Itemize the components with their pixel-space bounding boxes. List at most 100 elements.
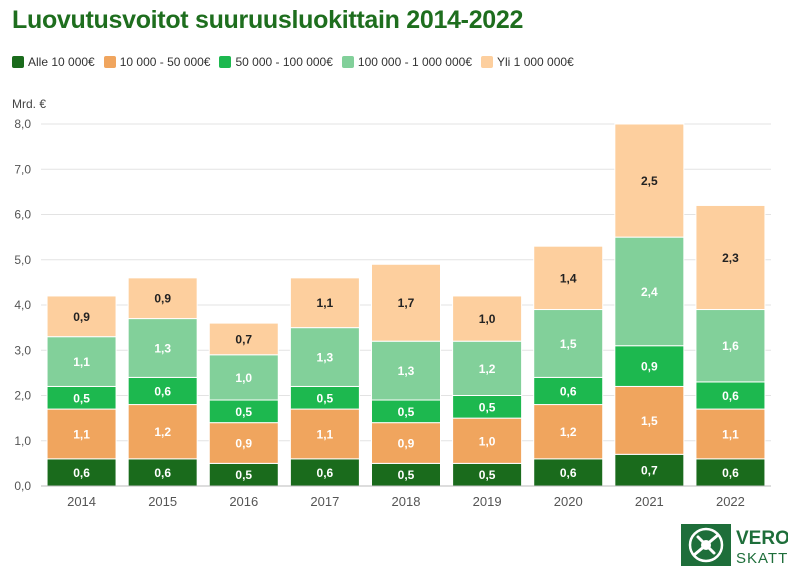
bar-segment: [289, 408, 360, 460]
data-label: 0,5: [479, 468, 496, 482]
bar-segment: [452, 340, 523, 397]
bar-segment: [371, 263, 441, 342]
data-label: 1,5: [641, 414, 658, 428]
bar-segment: [208, 422, 279, 464]
bar-segment: [289, 458, 360, 487]
data-label: 0,5: [317, 391, 334, 405]
data-label: 1,1: [73, 355, 90, 369]
data-label: 2,4: [641, 285, 658, 299]
data-label: 0,7: [641, 464, 658, 478]
data-label: 0,9: [154, 292, 171, 306]
bar-segment: [46, 295, 117, 338]
data-label: 1,2: [560, 425, 577, 439]
bar-segment: [533, 404, 604, 460]
bar-segment: [452, 295, 523, 342]
data-label: 0,5: [479, 400, 496, 414]
x-tick-label: 2014: [67, 494, 96, 509]
legend-swatch: [103, 56, 116, 68]
data-label: 1,3: [154, 341, 171, 355]
bar-segment: [533, 245, 604, 311]
data-label: 2,5: [641, 174, 658, 188]
data-label: 1,2: [154, 425, 171, 439]
legend-item: Alle 10 000€: [12, 55, 95, 69]
bar-segment: [695, 204, 766, 311]
data-label: 1,4: [560, 271, 577, 285]
y-tick-label: 5,0: [14, 253, 31, 267]
data-label: 0,7: [235, 332, 252, 346]
data-label: 1,1: [722, 427, 739, 441]
legend-label: Yli 1 000 000€: [497, 55, 574, 69]
legend-swatch: [481, 56, 494, 68]
data-label: 0,5: [398, 405, 415, 419]
data-label: 1,1: [73, 427, 90, 441]
y-tick-label: 6,0: [14, 208, 31, 222]
data-label: 1,3: [398, 364, 415, 378]
chart-title: Luovutusvoitot suuruusluokittain 2014-20…: [12, 6, 524, 34]
y-tick-label: 8,0: [14, 117, 31, 131]
legend-label: 50 000 - 100 000€: [235, 55, 333, 69]
legend-item: 100 000 - 1 000 000€: [341, 55, 473, 69]
bar-segment: [371, 340, 441, 401]
bar-segment: [127, 318, 198, 378]
legend-swatch: [219, 56, 232, 68]
vero-skatt-logo: VERO SKATT: [680, 523, 790, 567]
bar-segment: [695, 408, 766, 460]
y-tick-label: 7,0: [14, 162, 31, 176]
bar-segment: [127, 277, 198, 320]
data-label: 0,6: [560, 466, 577, 480]
y-tick-label: 0,0: [14, 479, 31, 493]
y-tick-label: 2,0: [14, 389, 31, 403]
bar-segment: [46, 408, 117, 460]
data-label: 1,1: [317, 296, 334, 310]
data-label: 0,9: [73, 310, 90, 324]
data-label: 0,5: [73, 391, 90, 405]
data-label: 1,1: [317, 427, 334, 441]
x-tick-label: 2017: [310, 494, 339, 509]
bar-segment: [533, 376, 604, 406]
bar-segment: [208, 354, 279, 401]
x-tick-label: 2022: [716, 494, 745, 509]
legend-swatch: [12, 56, 24, 68]
logo-text-skatt: SKATT: [736, 550, 788, 567]
chart-legend: Alle 10 000€ 10 000 - 50 000€ 50 000 - 100…: [12, 55, 583, 69]
data-label: 0,9: [641, 360, 658, 374]
x-tick-label: 2020: [554, 494, 583, 509]
data-label: 0,6: [722, 389, 739, 403]
bar-segment: [127, 404, 198, 460]
data-label: 2,3: [722, 251, 739, 265]
data-label: 0,9: [235, 437, 252, 451]
y-tick-label: 4,0: [14, 298, 31, 312]
data-label: 0,6: [722, 466, 739, 480]
legend-item: Yli 1 000 000€: [481, 55, 574, 69]
legend-item: 10 000 - 50 000€: [103, 55, 211, 69]
data-label: 0,5: [235, 468, 252, 482]
bar-segment: [614, 385, 685, 455]
legend-label: Alle 10 000€: [28, 55, 95, 69]
data-label: 0,6: [560, 384, 577, 398]
logo-text-vero: VERO: [736, 528, 788, 549]
data-label: 0,6: [154, 384, 171, 398]
data-label: 1,0: [235, 371, 252, 385]
x-tick-label: 2016: [229, 494, 258, 509]
x-tick-label: 2019: [473, 494, 502, 509]
legend-label: 100 000 - 1 000 000€: [357, 55, 473, 69]
bar-segment: [289, 327, 360, 387]
bar-segment: [614, 123, 685, 238]
data-label: 1,0: [479, 312, 496, 326]
data-label: 1,6: [722, 339, 739, 353]
bar-segment: [695, 309, 766, 383]
data-label: 0,6: [154, 466, 171, 480]
legend-label: 10 000 - 50 000€: [119, 55, 211, 69]
bar-segment: [614, 345, 685, 387]
data-label: 0,5: [235, 405, 252, 419]
data-label: 0,6: [317, 466, 334, 480]
bar-segment: [452, 417, 523, 464]
y-tick-label: 1,0: [14, 434, 31, 448]
x-tick-label: 2018: [392, 494, 421, 509]
data-label: 0,9: [398, 437, 415, 451]
y-axis-label: Mrd. €: [12, 97, 47, 111]
bar-segment: [614, 236, 685, 347]
x-tick-label: 2015: [148, 494, 177, 509]
legend-item: 50 000 - 100 000€: [219, 55, 333, 69]
